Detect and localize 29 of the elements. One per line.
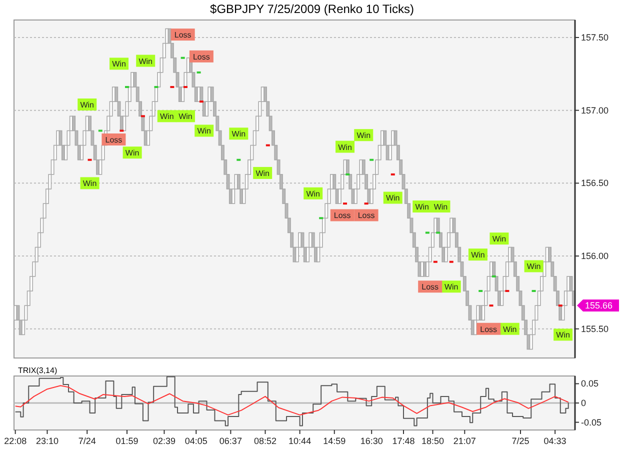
x-tick-label: 08:52 — [254, 436, 277, 446]
y-tick-label: 156.00 — [581, 251, 609, 262]
x-tick-label: 22:08 — [4, 436, 27, 446]
x-tick-label: 14:59 — [323, 436, 346, 446]
chart-title: TRIX(3,14) — [18, 366, 58, 375]
y-tick-label: -0.05 — [581, 417, 602, 428]
x-tick-label: 23:10 — [36, 436, 58, 446]
x-tick-label: 04:05 — [184, 436, 208, 446]
y-tick-label: 0 — [581, 398, 586, 408]
y-tick-label: 157.50 — [581, 32, 609, 42]
x-tick-label: 04:33 — [544, 436, 566, 446]
line-series — [14, 385, 569, 416]
x-tick-label: 7/25 — [512, 436, 530, 446]
text: 155.66 — [585, 300, 613, 311]
x-tick-label: 02:39 — [152, 436, 176, 446]
x-tick-label: 06:37 — [219, 436, 242, 446]
candlestick — [181, 86, 185, 102]
x-tick-label: 01:59 — [116, 436, 138, 446]
y-tick-label: 156.50 — [581, 178, 609, 188]
chart-title: $GBPJPY 7/25/2009 (Renko 10 Ticks) — [210, 2, 414, 16]
x-tick-label: 7/24 — [78, 436, 96, 446]
x-tick-label: 17:48 — [392, 436, 415, 446]
y-tick-label: 157.00 — [581, 105, 609, 116]
x-tick-label: 21:07 — [453, 436, 476, 446]
x-tick-label: 10:44 — [288, 436, 312, 446]
x-tick-label: 16:30 — [360, 436, 383, 446]
y-tick-label: 155.50 — [581, 324, 609, 334]
x-tick-label: 18:50 — [421, 436, 444, 446]
y-tick-label: 0.05 — [581, 378, 599, 389]
